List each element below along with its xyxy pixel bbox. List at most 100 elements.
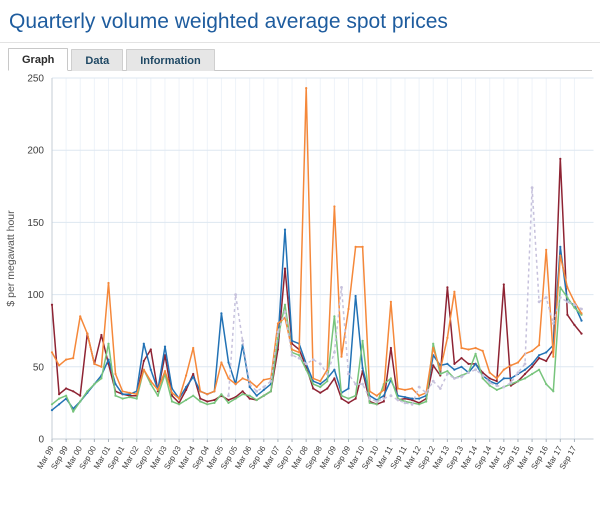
data-point-victoria: [107, 342, 110, 345]
data-point-new-south-wales: [142, 342, 145, 345]
data-point-queensland: [502, 283, 505, 286]
tab-information[interactable]: Information: [126, 49, 215, 71]
data-point-south-australia: [234, 383, 237, 386]
data-point-tasmania: [424, 391, 428, 395]
data-point-queensland: [227, 398, 230, 402]
data-point-tasmania: [255, 389, 259, 393]
data-point-victoria: [340, 394, 343, 397]
data-point-queensland: [566, 313, 569, 316]
data-point-tasmania: [361, 382, 364, 386]
data-point-tasmania: [530, 186, 534, 190]
data-point-victoria: [149, 383, 152, 386]
data-point-south-australia: [396, 387, 399, 390]
data-point-south-australia: [227, 377, 230, 380]
data-point-south-australia: [502, 368, 505, 371]
y-axis-tick-label: 250: [27, 74, 44, 85]
data-point-new-south-wales: [283, 228, 287, 231]
tab-data[interactable]: Data: [71, 49, 124, 71]
data-point-victoria: [199, 400, 202, 403]
data-point-queensland: [389, 346, 392, 350]
data-point-queensland: [432, 364, 435, 367]
data-point-new-south-wales: [290, 339, 294, 342]
data-point-south-australia: [418, 394, 421, 397]
data-point-new-south-wales: [58, 403, 61, 406]
tab-graph[interactable]: Graph: [8, 48, 69, 71]
data-point-south-australia: [298, 351, 301, 354]
data-point-victoria: [72, 410, 75, 413]
data-point-south-australia: [100, 365, 103, 368]
data-point-victoria: [156, 394, 159, 397]
data-point-victoria: [262, 394, 265, 397]
data-point-tasmania: [446, 372, 449, 376]
data-point-south-australia: [467, 348, 470, 351]
data-point-south-australia: [545, 248, 548, 251]
data-point-new-south-wales: [446, 362, 449, 365]
data-point-tasmania: [389, 394, 393, 398]
series-line-new-south-wales: [51, 228, 583, 411]
data-point-victoria: [523, 377, 527, 380]
data-point-south-australia: [531, 349, 534, 352]
data-point-new-south-wales: [411, 397, 414, 400]
data-point-south-australia: [481, 349, 484, 352]
data-point-new-south-wales: [502, 377, 505, 380]
data-point-south-australia: [50, 351, 54, 354]
data-point-queensland: [523, 372, 527, 376]
data-point-new-south-wales: [531, 362, 534, 365]
y-axis-title: $ per megawatt hour: [5, 210, 17, 307]
data-point-tasmania: [551, 322, 555, 325]
data-point-victoria: [312, 383, 315, 386]
data-point-south-australia: [135, 393, 138, 396]
data-point-victoria: [185, 398, 188, 402]
data-point-tasmania: [537, 300, 541, 304]
data-point-queensland: [354, 397, 357, 400]
data-point-new-south-wales: [460, 365, 463, 368]
data-point-south-australia: [403, 388, 407, 391]
data-point-south-australia: [114, 372, 117, 376]
data-point-south-australia: [389, 300, 392, 303]
data-point-new-south-wales: [347, 387, 350, 390]
y-axis-tick-label: 100: [27, 290, 44, 301]
data-point-victoria: [128, 396, 131, 399]
data-point-new-south-wales: [361, 367, 364, 370]
data-point-tasmania: [544, 296, 548, 299]
data-point-queensland: [495, 380, 498, 383]
data-point-south-australia: [290, 348, 294, 351]
data-point-tasmania: [304, 362, 308, 366]
series-line-south-australia: [51, 87, 583, 400]
data-point-tasmania: [269, 379, 273, 383]
data-point-south-australia: [319, 380, 322, 383]
tab-bar: Graph Data Information: [8, 47, 592, 71]
data-point-tasmania: [403, 401, 407, 405]
data-point-south-australia: [573, 300, 576, 303]
data-point-queensland: [340, 397, 343, 400]
data-point-new-south-wales: [418, 397, 421, 400]
data-point-new-south-wales: [580, 319, 583, 322]
data-point-victoria: [531, 372, 534, 376]
data-point-victoria: [241, 393, 244, 396]
data-point-queensland: [206, 400, 209, 403]
data-point-queensland: [559, 157, 562, 160]
data-point-victoria: [425, 400, 428, 403]
data-point-new-south-wales: [114, 383, 117, 386]
y-axis-tick-label: 150: [27, 218, 44, 229]
data-point-south-australia: [347, 307, 350, 311]
data-point-victoria: [432, 342, 435, 345]
data-point-victoria: [283, 303, 287, 306]
data-point-south-australia: [488, 371, 491, 374]
data-point-new-south-wales: [333, 368, 336, 371]
data-point-queensland: [453, 362, 456, 365]
data-point-queensland: [58, 393, 61, 396]
data-point-tasmania: [580, 307, 583, 311]
data-point-victoria: [354, 394, 357, 397]
data-point-victoria: [538, 368, 541, 371]
data-point-new-south-wales: [559, 245, 562, 248]
data-point-new-south-wales: [185, 385, 188, 389]
data-point-south-australia: [368, 390, 371, 393]
data-point-south-australia: [107, 281, 110, 285]
data-point-victoria: [439, 372, 442, 376]
data-point-south-australia: [446, 336, 449, 339]
data-point-south-australia: [354, 245, 357, 248]
data-point-tasmania: [234, 293, 238, 296]
data-point-south-australia: [262, 378, 265, 381]
